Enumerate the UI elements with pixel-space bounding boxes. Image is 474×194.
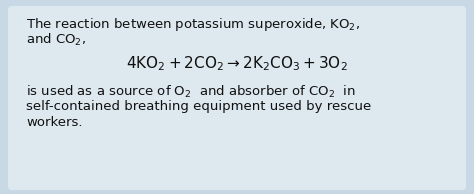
Text: $4\mathrm{KO_2} + 2\mathrm{CO_2} \rightarrow 2\mathrm{K_2CO_3} + 3\mathrm{O_2}$: $4\mathrm{KO_2} + 2\mathrm{CO_2} \righta… [126,54,348,73]
Text: workers.: workers. [26,116,82,129]
FancyBboxPatch shape [8,6,466,190]
Text: self-contained breathing equipment used by rescue: self-contained breathing equipment used … [26,100,371,113]
Text: and $\mathrm{CO_2}$,: and $\mathrm{CO_2}$, [26,32,86,48]
Text: is used as a source of $\mathrm{O_2}$  and absorber of $\mathrm{CO_2}$  in: is used as a source of $\mathrm{O_2}$ an… [26,84,356,100]
Text: The reaction between potassium superoxide, $\mathrm{KO_2}$,: The reaction between potassium superoxid… [26,16,360,33]
